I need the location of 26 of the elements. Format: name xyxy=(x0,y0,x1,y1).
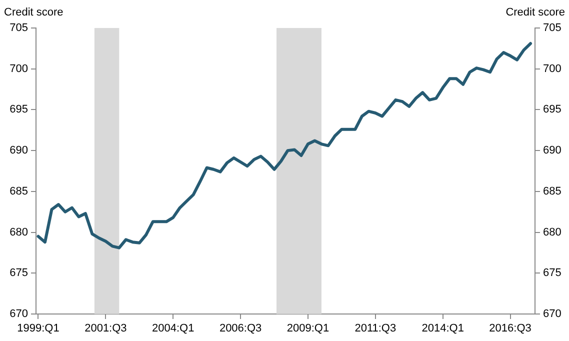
y2-tick-label: 700 xyxy=(543,62,562,75)
y-tick-label: 690 xyxy=(10,144,28,157)
y-tick-label: 705 xyxy=(10,22,28,34)
y2-tick-label: 670 xyxy=(543,308,562,320)
x-tick-label: 2001:Q3 xyxy=(84,322,127,335)
x-tick-label: 2009:Q1 xyxy=(286,322,330,335)
y2-axis-title: Credit score xyxy=(506,6,565,19)
x-tick-label: 2004:Q1 xyxy=(152,322,194,335)
x-tick-label: 2011:Q3 xyxy=(354,322,396,335)
y-tick-label: 675 xyxy=(10,267,28,280)
y2-tick-label: 680 xyxy=(543,226,562,238)
y-tick-label: 695 xyxy=(10,104,28,116)
y2-tick-label: 690 xyxy=(543,144,562,157)
y-tick-label: 685 xyxy=(10,185,28,198)
y-tick-label: 670 xyxy=(10,308,28,320)
x-tick-label: 2016:Q3 xyxy=(489,322,532,335)
y2-tick-label: 695 xyxy=(543,104,562,116)
x-tick-label: 2014:Q1 xyxy=(422,322,464,335)
y2-tick-label: 675 xyxy=(543,267,562,280)
x-tick-label: 2006:Q3 xyxy=(219,322,262,335)
y-tick-label: 700 xyxy=(10,62,28,75)
y-tick-label: 680 xyxy=(10,226,28,238)
y2-tick-label: 685 xyxy=(543,185,562,198)
y-axis-title: Credit score xyxy=(4,6,64,19)
y2-tick-label: 705 xyxy=(543,22,562,34)
x-tick-label: 1999:Q1 xyxy=(17,322,60,335)
